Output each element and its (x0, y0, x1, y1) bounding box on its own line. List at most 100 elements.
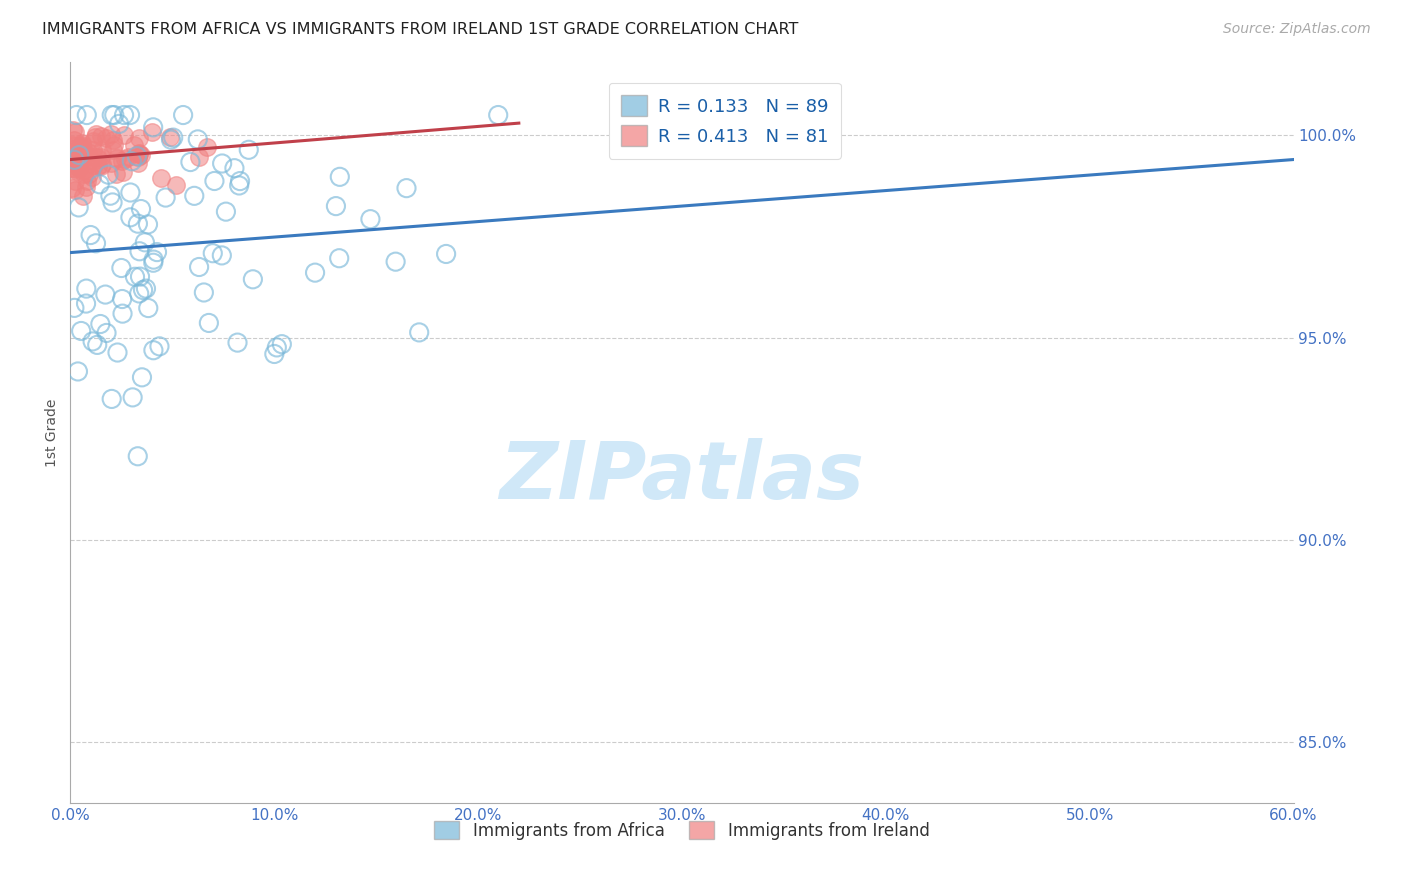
Point (60, 153, 83, 167)
Point (263, 347, 285, 361)
Point (434, 247, 457, 261)
Point (103, 138, 125, 153)
Point (60, 155, 83, 169)
Point (62, 152, 84, 166)
Point (128, 147, 150, 161)
Point (111, 165, 134, 179)
Point (63, 153, 86, 167)
Point (63, 174, 86, 188)
Point (105, 167, 128, 181)
Point (100, 156, 122, 170)
Text: ZIPatlas: ZIPatlas (499, 438, 865, 516)
Point (226, 335, 249, 350)
Point (60, 147, 83, 161)
Point (131, 370, 153, 384)
Point (120, 211, 142, 225)
Point (72, 138, 94, 153)
Point (65, 145, 87, 159)
Point (195, 140, 218, 154)
Legend: Immigrants from Africa, Immigrants from Ireland: Immigrants from Africa, Immigrants from … (427, 814, 936, 847)
Point (121, 391, 143, 405)
Point (97, 168, 120, 182)
Point (67, 161, 90, 176)
Point (65, 161, 87, 176)
Point (105, 151, 128, 165)
Point (155, 190, 177, 204)
Point (124, 269, 146, 284)
Point (65, 155, 87, 169)
Point (111, 292, 134, 306)
Point (82, 334, 104, 349)
Point (69, 140, 91, 154)
Point (91, 143, 114, 157)
Point (112, 108, 135, 122)
Point (121, 154, 143, 169)
Point (82, 143, 104, 157)
Point (63, 183, 86, 197)
Point (188, 151, 211, 165)
Point (66, 164, 89, 178)
Point (90, 150, 112, 164)
Point (107, 345, 129, 359)
Point (79, 227, 101, 242)
Point (83, 158, 105, 172)
Point (201, 246, 224, 260)
Point (98, 188, 121, 202)
Point (187, 132, 209, 146)
Point (129, 202, 152, 216)
Point (65, 108, 87, 122)
Point (86, 150, 108, 164)
Point (142, 343, 165, 358)
Point (128, 286, 150, 301)
Point (62, 155, 84, 169)
Point (111, 307, 134, 321)
Point (165, 178, 187, 193)
Point (67, 140, 90, 154)
Point (328, 251, 350, 265)
Point (148, 339, 170, 353)
Point (136, 301, 159, 315)
Point (103, 133, 125, 147)
Point (160, 133, 183, 147)
Point (228, 178, 250, 193)
Point (146, 245, 169, 260)
Point (172, 108, 194, 122)
Point (73, 167, 96, 181)
Point (142, 256, 165, 270)
Point (224, 161, 246, 176)
Point (127, 450, 149, 464)
Point (82, 134, 104, 148)
Point (125, 149, 148, 163)
Point (242, 272, 264, 286)
Point (215, 204, 238, 219)
Point (75, 296, 97, 310)
Point (87, 159, 110, 173)
Point (183, 189, 205, 203)
Point (108, 117, 131, 131)
Point (117, 150, 139, 164)
Point (72, 136, 94, 151)
Point (96, 326, 118, 340)
Point (129, 148, 152, 162)
Point (134, 235, 156, 250)
Point (198, 316, 221, 330)
Point (75, 282, 97, 296)
Point (211, 156, 233, 170)
Point (60, 153, 83, 167)
Point (149, 171, 172, 186)
Point (101, 195, 124, 210)
Point (136, 218, 159, 232)
Y-axis label: 1st Grade: 1st Grade (45, 399, 59, 467)
Point (179, 155, 201, 169)
Point (62, 133, 84, 147)
Point (112, 128, 135, 142)
Point (72, 189, 94, 203)
Point (60, 142, 83, 156)
Point (162, 130, 184, 145)
Point (141, 125, 163, 139)
Point (94, 287, 117, 301)
Point (304, 266, 326, 280)
Point (128, 244, 150, 259)
Point (84, 130, 107, 145)
Point (270, 337, 292, 351)
